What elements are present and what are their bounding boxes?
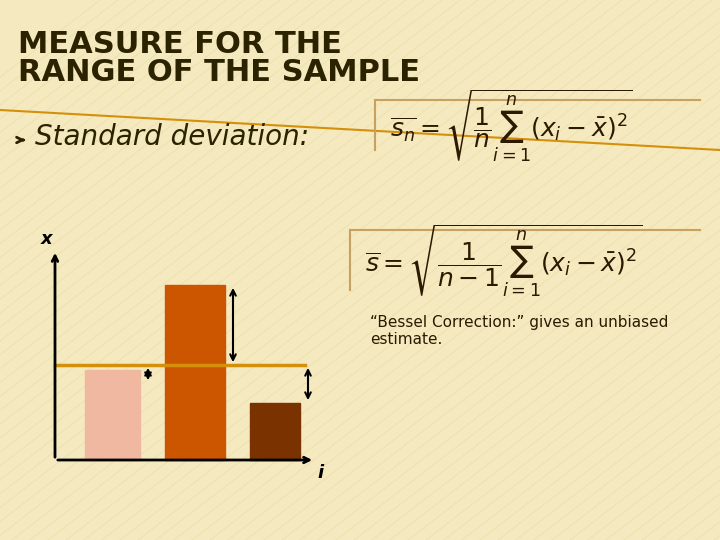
Bar <box>165 285 225 460</box>
Text: i: i <box>317 464 323 482</box>
Text: RANGE OF THE SAMPLE: RANGE OF THE SAMPLE <box>18 58 420 87</box>
Bar <box>250 403 300 460</box>
Text: Standard deviation:: Standard deviation: <box>35 123 309 151</box>
Bar <box>85 370 140 460</box>
Text: $\overline{s_n} = \sqrt{\dfrac{1}{n}\sum_{i=1}^{n}(x_i - \bar{x})^2}$: $\overline{s_n} = \sqrt{\dfrac{1}{n}\sum… <box>390 87 633 163</box>
Text: MEASURE FOR THE: MEASURE FOR THE <box>18 30 342 59</box>
Text: $\overline{s} = \sqrt{\dfrac{1}{n-1}\sum_{i=1}^{n}(x_i - \bar{x})^2}$: $\overline{s} = \sqrt{\dfrac{1}{n-1}\sum… <box>365 222 643 298</box>
Text: x: x <box>41 230 53 248</box>
Text: “Bessel Correction:” gives an unbiased
estimate.: “Bessel Correction:” gives an unbiased e… <box>370 315 668 347</box>
